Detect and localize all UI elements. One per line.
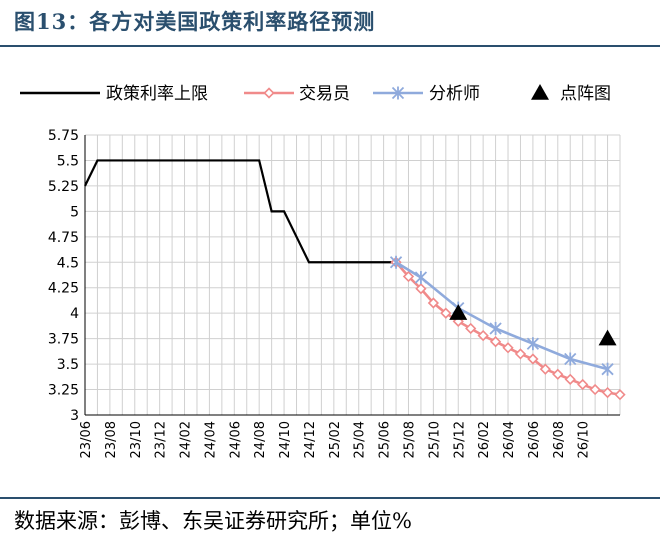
market-traders-point: [502, 342, 514, 354]
y-tick-label: 5: [70, 204, 79, 220]
y-axis-ticks: 5.75 5.5 5.25 5 4.75 4.5 4.25 4 3.75 3.5 3.25 3: [48, 128, 79, 424]
title-divider: [0, 45, 660, 47]
y-tick-label: 3.5: [57, 357, 79, 373]
analysts-point: [489, 321, 502, 335]
x-tick-label: 26/10: [577, 421, 592, 458]
source-divider: [0, 497, 660, 499]
market-traders-point: [427, 297, 440, 309]
legend-label: 政策利率上限: [106, 84, 208, 104]
grid: [84, 134, 621, 416]
market-traders-point: [539, 363, 551, 375]
x-tick-label: 24/02: [179, 421, 194, 458]
x-tick-label: 25/10: [427, 421, 442, 458]
x-tick-label: 24/06: [228, 421, 243, 458]
market-traders-point: [589, 383, 601, 396]
figure-title: 图13：各方对美国政策利率路径预测: [14, 9, 376, 34]
analysts-point: [526, 337, 540, 351]
y-tick-label: 4.25: [48, 281, 79, 297]
market-traders-point: [577, 378, 589, 391]
market-traders-point: [489, 336, 502, 348]
analysts-point: [564, 352, 577, 366]
y-tick-label: 3.75: [48, 332, 79, 348]
y-tick-label: 3: [70, 408, 79, 424]
analysts-point: [389, 255, 403, 269]
market-traders-point: [477, 329, 489, 342]
x-tick-label: 25/12: [452, 421, 467, 458]
y-tick-label: 5.5: [57, 153, 79, 169]
x-axis-ticks: 23/06 23/08 23/10 23/12 24/02 24/04 24/06 24/08…: [79, 421, 592, 458]
x-tick-label: 23/12: [154, 421, 169, 458]
y-tick-label: 4: [70, 306, 79, 322]
market-traders-point: [614, 389, 626, 401]
x-tick-label: 26/04: [502, 421, 517, 458]
legend-label: 分析师: [429, 84, 480, 104]
market-traders-point: [402, 270, 415, 283]
series-market-traders: [390, 256, 626, 401]
market-traders-point: [514, 348, 527, 360]
market-traders-point: [440, 307, 452, 319]
x-tick-label: 24/08: [253, 421, 268, 458]
analysts-point: [414, 271, 428, 285]
legend-item-dot-plot: 点阵图: [531, 84, 611, 104]
rate-path-chart: 政策利率上限 交易员 分析师 点阵图 5.75 5.5 5.25 5 4.75 4.5 4.25 4…: [20, 84, 626, 458]
x-tick-label: 25/02: [328, 421, 343, 458]
policy-rate-upper-line: [84, 159, 397, 264]
x-tick-label: 26/08: [552, 421, 567, 458]
market-traders-point: [601, 386, 614, 399]
analysts-line: [395, 261, 608, 371]
x-tick-label: 25/06: [378, 421, 393, 458]
analysts-point: [601, 362, 614, 376]
y-tick-label: 4.75: [48, 230, 79, 246]
x-tick-label: 25/08: [402, 421, 417, 458]
market-traders-point: [552, 368, 564, 380]
legend-item-market-traders: 交易员: [244, 84, 350, 104]
market-traders-point: [415, 283, 427, 295]
series-analysts: [389, 255, 614, 376]
x-tick-label: 23/10: [129, 421, 144, 458]
axes: [84, 135, 620, 416]
series-policy-rate-upper: [84, 159, 397, 264]
x-tick-label: 24/12: [303, 421, 318, 458]
y-tick-label: 5.75: [48, 128, 79, 144]
y-tick-label: 3.25: [48, 383, 79, 399]
x-tick-label: 23/06: [79, 421, 94, 458]
legend-item-policy-rate-upper: 政策利率上限: [20, 84, 208, 104]
x-tick-label: 26/02: [477, 421, 492, 458]
x-tick-label: 26/06: [527, 421, 542, 458]
market-traders-point: [564, 373, 576, 385]
source-note: 数据来源：彭博、东吴证券研究所；单位%: [14, 509, 412, 533]
y-tick-label: 4.5: [57, 255, 79, 271]
legend-item-analysts: 分析师: [373, 84, 480, 104]
legend-label: 点阵图: [560, 84, 611, 104]
x-tick-label: 23/08: [104, 421, 119, 458]
dot-plot-point: [598, 329, 617, 346]
x-tick-label: 24/10: [278, 421, 293, 458]
legend-label: 交易员: [299, 84, 350, 104]
legend-marker: [391, 86, 405, 100]
dot-plot-point: [449, 304, 468, 320]
legend-swatch: [531, 84, 549, 100]
y-tick-label: 5.25: [48, 179, 79, 195]
series-dot-plot: [449, 304, 617, 346]
x-tick-label: 24/04: [203, 421, 218, 458]
x-tick-label: 25/04: [353, 421, 368, 458]
market-traders-point: [465, 322, 477, 335]
legend-marker: [263, 87, 275, 99]
market-traders-point: [527, 353, 539, 365]
series-layer: [84, 159, 626, 401]
legend: 政策利率上限 交易员 分析师 点阵图: [20, 84, 611, 104]
